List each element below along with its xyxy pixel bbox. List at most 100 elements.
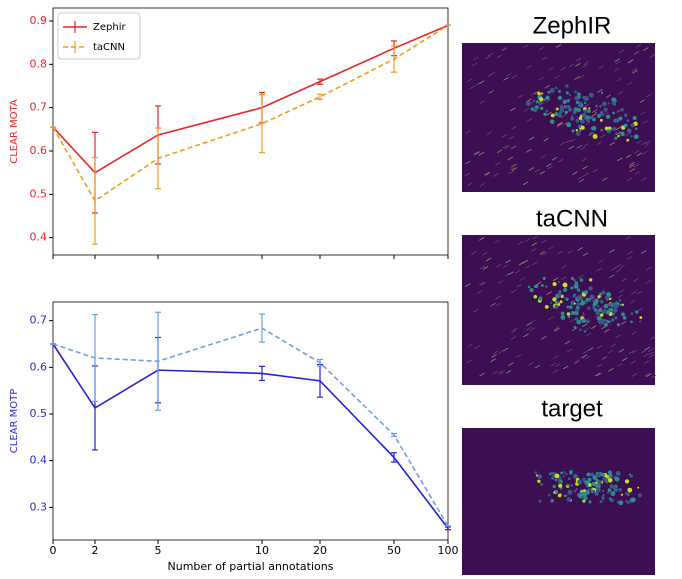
cell-dot [575, 317, 579, 321]
plot-frame [53, 302, 448, 540]
cell-dot [615, 132, 617, 134]
cell-dot [630, 498, 635, 503]
cell-dot [558, 494, 562, 498]
cell-dot [577, 98, 579, 100]
cell-dot [533, 100, 535, 102]
cell-dot [540, 107, 543, 110]
cell-dot [625, 500, 627, 502]
cell-dot [591, 116, 594, 119]
y-axis-label: CLEAR MOTA [9, 99, 20, 164]
cell-dot [588, 107, 590, 109]
x-tick-label: 5 [155, 544, 162, 557]
cell-dot [589, 278, 592, 281]
cell-dot [597, 305, 600, 308]
cell-dot [577, 297, 580, 300]
cell-dot [627, 128, 632, 133]
cell-dot [556, 108, 559, 111]
cell-dot [550, 119, 555, 124]
heatmap-image [462, 43, 655, 192]
cell-dot [574, 90, 577, 93]
cell-dot [600, 119, 603, 122]
cell-dot [590, 473, 594, 477]
cell-dot [583, 109, 586, 112]
cell-dot [569, 94, 571, 96]
cell-dot [571, 484, 573, 486]
cell-dot [581, 496, 584, 499]
y-tick-label: 0.3 [30, 500, 48, 513]
cell-dot [593, 134, 598, 139]
cell-dot [538, 101, 542, 105]
cell-dot [586, 115, 590, 119]
cell-dot [625, 492, 628, 495]
cell-dot [543, 277, 546, 280]
x-tick-label: 50 [387, 544, 401, 557]
cell-dot [550, 302, 552, 304]
cell-dot [582, 312, 584, 314]
cell-dot [550, 472, 553, 475]
cell-dot [530, 288, 534, 292]
cell-dot [637, 487, 639, 489]
cell-dot [586, 298, 589, 301]
cell-dot [545, 285, 548, 288]
cell-dot [624, 124, 628, 128]
y-tick-label: 0.4 [30, 454, 48, 467]
cell-dot [569, 472, 572, 475]
cell-dot [627, 488, 632, 493]
cell-dot [576, 119, 580, 123]
cell-dot [582, 113, 586, 117]
cell-dot [558, 114, 562, 118]
cell-dot [582, 96, 586, 100]
cell-dot [577, 480, 582, 485]
cell-dot [558, 281, 560, 283]
cell-dot [566, 306, 569, 309]
cell-dot [552, 297, 556, 301]
cell-dot [599, 105, 601, 107]
cell-dot [567, 484, 570, 487]
cell-dot [620, 108, 624, 112]
cell-dot [626, 139, 629, 142]
cell-dot [605, 480, 608, 483]
x-tick-label: 10 [255, 544, 269, 557]
cell-dot [577, 92, 581, 96]
cell-dot [580, 278, 584, 282]
cell-dot [558, 481, 561, 484]
cell-dot [600, 111, 604, 115]
cell-dot [568, 490, 573, 495]
cell-dot [535, 471, 538, 474]
y-tick-label: 0.7 [30, 314, 48, 327]
cell-dot [580, 301, 585, 306]
cell-dot [545, 109, 548, 112]
y-tick-label: 0.6 [30, 360, 48, 373]
cell-dot [630, 320, 633, 323]
cell-dot [599, 308, 603, 312]
cell-dot [560, 315, 565, 320]
cell-dot [592, 490, 595, 493]
cell-dot [560, 300, 563, 303]
y-tick-label: 0.7 [30, 101, 48, 114]
cell-dot [589, 93, 594, 98]
cell-dot [553, 491, 555, 493]
cell-dot [565, 494, 568, 497]
cell-dot [616, 471, 621, 476]
error-bar [259, 314, 265, 342]
cell-dot [617, 135, 619, 137]
cell-dot [569, 305, 573, 309]
cell-dot [571, 129, 574, 132]
cell-dot [581, 126, 585, 130]
cell-dot [538, 297, 542, 301]
cell-dot [606, 115, 610, 119]
image-title: taCNN [536, 205, 608, 232]
cell-dot [574, 303, 576, 305]
cell-dot [612, 101, 616, 105]
cell-dot [587, 488, 589, 490]
y-tick-label: 0.5 [30, 187, 48, 200]
cell-dot [634, 134, 639, 139]
cell-dot [576, 488, 578, 490]
cell-dot [617, 323, 620, 326]
cell-dot [573, 293, 575, 295]
cell-dot [602, 498, 604, 500]
cell-dot [571, 277, 574, 280]
cell-dot [590, 295, 595, 300]
cell-dot [639, 320, 641, 322]
cell-dot [574, 326, 577, 329]
